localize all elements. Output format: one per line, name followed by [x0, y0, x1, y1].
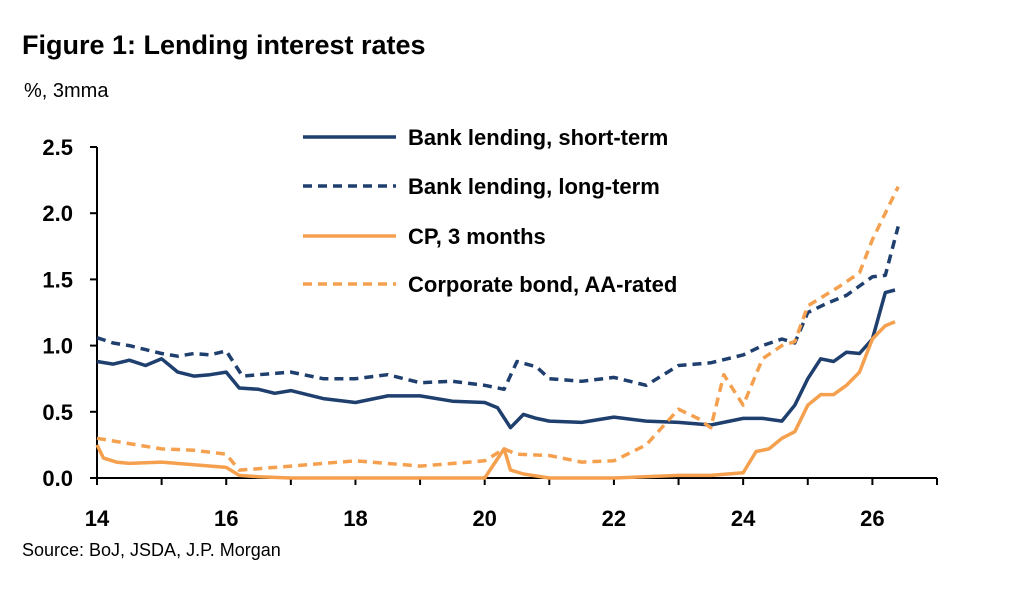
legend-label: Bank lending, long-term: [408, 174, 660, 199]
legend-label: Corporate bond, AA-rated: [408, 272, 677, 297]
x-tick-label: 20: [472, 506, 496, 531]
y-tick-label: 2.0: [42, 201, 73, 226]
chart-subtitle: %, 3mma: [24, 80, 109, 102]
series-line-1: [96, 288, 896, 430]
series-layer: [95, 185, 900, 480]
y-tick-label: 1.0: [42, 334, 73, 359]
series-line-4: [96, 185, 900, 472]
x-tick-label: 22: [602, 506, 626, 531]
y-tick-label: 0.5: [42, 400, 73, 425]
y-tick-label: 0.0: [42, 466, 73, 491]
x-tick-label: 26: [860, 506, 884, 531]
x-tick-label: 24: [731, 506, 756, 531]
series-line-2: [96, 225, 900, 392]
chart-title: Figure 1: Lending interest rates: [22, 30, 426, 60]
y-tick-label: 2.5: [42, 135, 73, 160]
series-line-3: [95, 320, 896, 480]
x-tick-label: 16: [214, 506, 238, 531]
x-tick-label: 14: [85, 506, 110, 531]
x-tick-label: 18: [343, 506, 367, 531]
y-tick-label: 1.5: [42, 267, 73, 292]
axes: 0.0 0.5 1.0 1.5 2.0 2.5 14 16 18 20 22 24 26: [42, 135, 938, 531]
legend-label: CP, 3 months: [408, 224, 546, 249]
legend-label: Bank lending, short-term: [408, 125, 668, 150]
source-note: Source: BoJ, JSDA, J.P. Morgan: [22, 540, 281, 560]
legend: Bank lending, short-term Bank lending, lo…: [303, 125, 677, 297]
